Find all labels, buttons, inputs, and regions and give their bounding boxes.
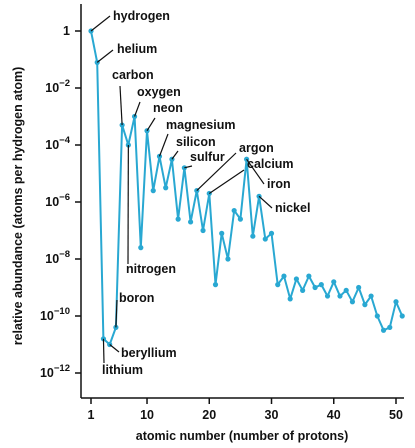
- data-point: [268, 230, 275, 236]
- annotation-leader: [158, 133, 169, 157]
- annotation-leader: [115, 299, 118, 328]
- x-tick-label: 20: [202, 408, 216, 422]
- annotation-nickel: nickel: [275, 201, 310, 215]
- annotation-neon: neon: [153, 101, 183, 115]
- annotation-nitrogen: nitrogen: [126, 262, 176, 276]
- y-tick-label: 10−4: [45, 135, 70, 152]
- x-tick-label: 30: [265, 408, 279, 422]
- data-point: [212, 282, 219, 288]
- data-point: [300, 287, 306, 293]
- data-point: [262, 236, 268, 242]
- y-tick-label: 1: [63, 24, 70, 38]
- data-point: [175, 216, 181, 222]
- data-point: [337, 293, 343, 299]
- data-point: [131, 113, 138, 120]
- data-point: [225, 256, 231, 262]
- annotation-leader: [196, 152, 237, 192]
- annotation-carbon: carbon: [112, 68, 154, 82]
- annotation-leader: [258, 195, 273, 209]
- data-point: [275, 282, 281, 288]
- data-point: [125, 142, 131, 148]
- y-tick-label: 10−6: [45, 192, 70, 209]
- data-point: [293, 276, 300, 282]
- data-point: [368, 293, 374, 299]
- y-tick-label: 10−2: [45, 78, 70, 95]
- data-point: [362, 302, 368, 308]
- x-axis-label: atomic number (number of protons): [136, 429, 349, 443]
- annotation-leader: [146, 117, 156, 132]
- data-point: [250, 233, 256, 239]
- y-tick-label: 10−8: [45, 249, 70, 266]
- data-point: [374, 313, 380, 319]
- data-point: [380, 327, 387, 333]
- annotation-leader: [246, 158, 265, 185]
- data-point: [150, 188, 156, 194]
- data-point: [200, 227, 206, 234]
- data-point: [356, 284, 362, 291]
- annotation-beryllium: beryllium: [121, 346, 177, 360]
- data-point: [324, 293, 331, 299]
- data-point: [219, 230, 225, 236]
- annotation-argon: argon: [239, 141, 274, 155]
- data-point: [399, 313, 405, 319]
- data-point: [306, 273, 312, 279]
- x-tick-label: 10: [140, 408, 154, 422]
- data-point: [343, 287, 349, 293]
- y-axis-label: relative abundance (atoms per hydrogen a…: [11, 67, 25, 346]
- annotation-leader: [134, 101, 141, 117]
- annotation-sulfur: sulfur: [190, 150, 225, 164]
- y-tick-label: 10−12: [40, 363, 70, 380]
- annotation-oxygen: oxygen: [137, 85, 181, 99]
- annotation-leader: [109, 344, 120, 353]
- y-tick-label: 10−10: [40, 306, 70, 323]
- annotation-lithium: lithium: [102, 363, 143, 377]
- data-point: [187, 219, 194, 225]
- annotation-magnesium: magnesium: [166, 118, 235, 132]
- data-point: [237, 216, 243, 222]
- annotation-leader: [102, 338, 105, 364]
- x-tick-label: 50: [389, 408, 403, 422]
- annotation-helium: helium: [117, 42, 157, 56]
- data-point: [349, 299, 356, 305]
- x-tick-label: 1: [88, 408, 95, 422]
- data-point: [231, 207, 237, 214]
- annotation-hydrogen: hydrogen: [113, 9, 170, 23]
- annotation-leader: [171, 150, 179, 160]
- data-point: [287, 296, 293, 302]
- annotation-leader: [96, 49, 114, 63]
- data-point: [331, 279, 337, 285]
- data-point: [318, 282, 324, 288]
- data-point: [393, 299, 399, 305]
- annotation-leader: [90, 15, 111, 32]
- annotation-calcium: calcium: [247, 157, 294, 171]
- annotation-iron: iron: [267, 177, 291, 191]
- annotation-leader: [119, 85, 123, 126]
- data-point: [312, 284, 318, 291]
- data-point: [281, 273, 287, 279]
- annotation-leader: [208, 169, 245, 194]
- data-point: [138, 245, 144, 251]
- data-point: [163, 185, 169, 191]
- annotation-boron: boron: [119, 291, 154, 305]
- x-tick-label: 40: [327, 408, 341, 422]
- annotation-silicon: silicon: [176, 135, 216, 149]
- annotation-leader: [184, 165, 193, 169]
- data-point: [387, 324, 393, 330]
